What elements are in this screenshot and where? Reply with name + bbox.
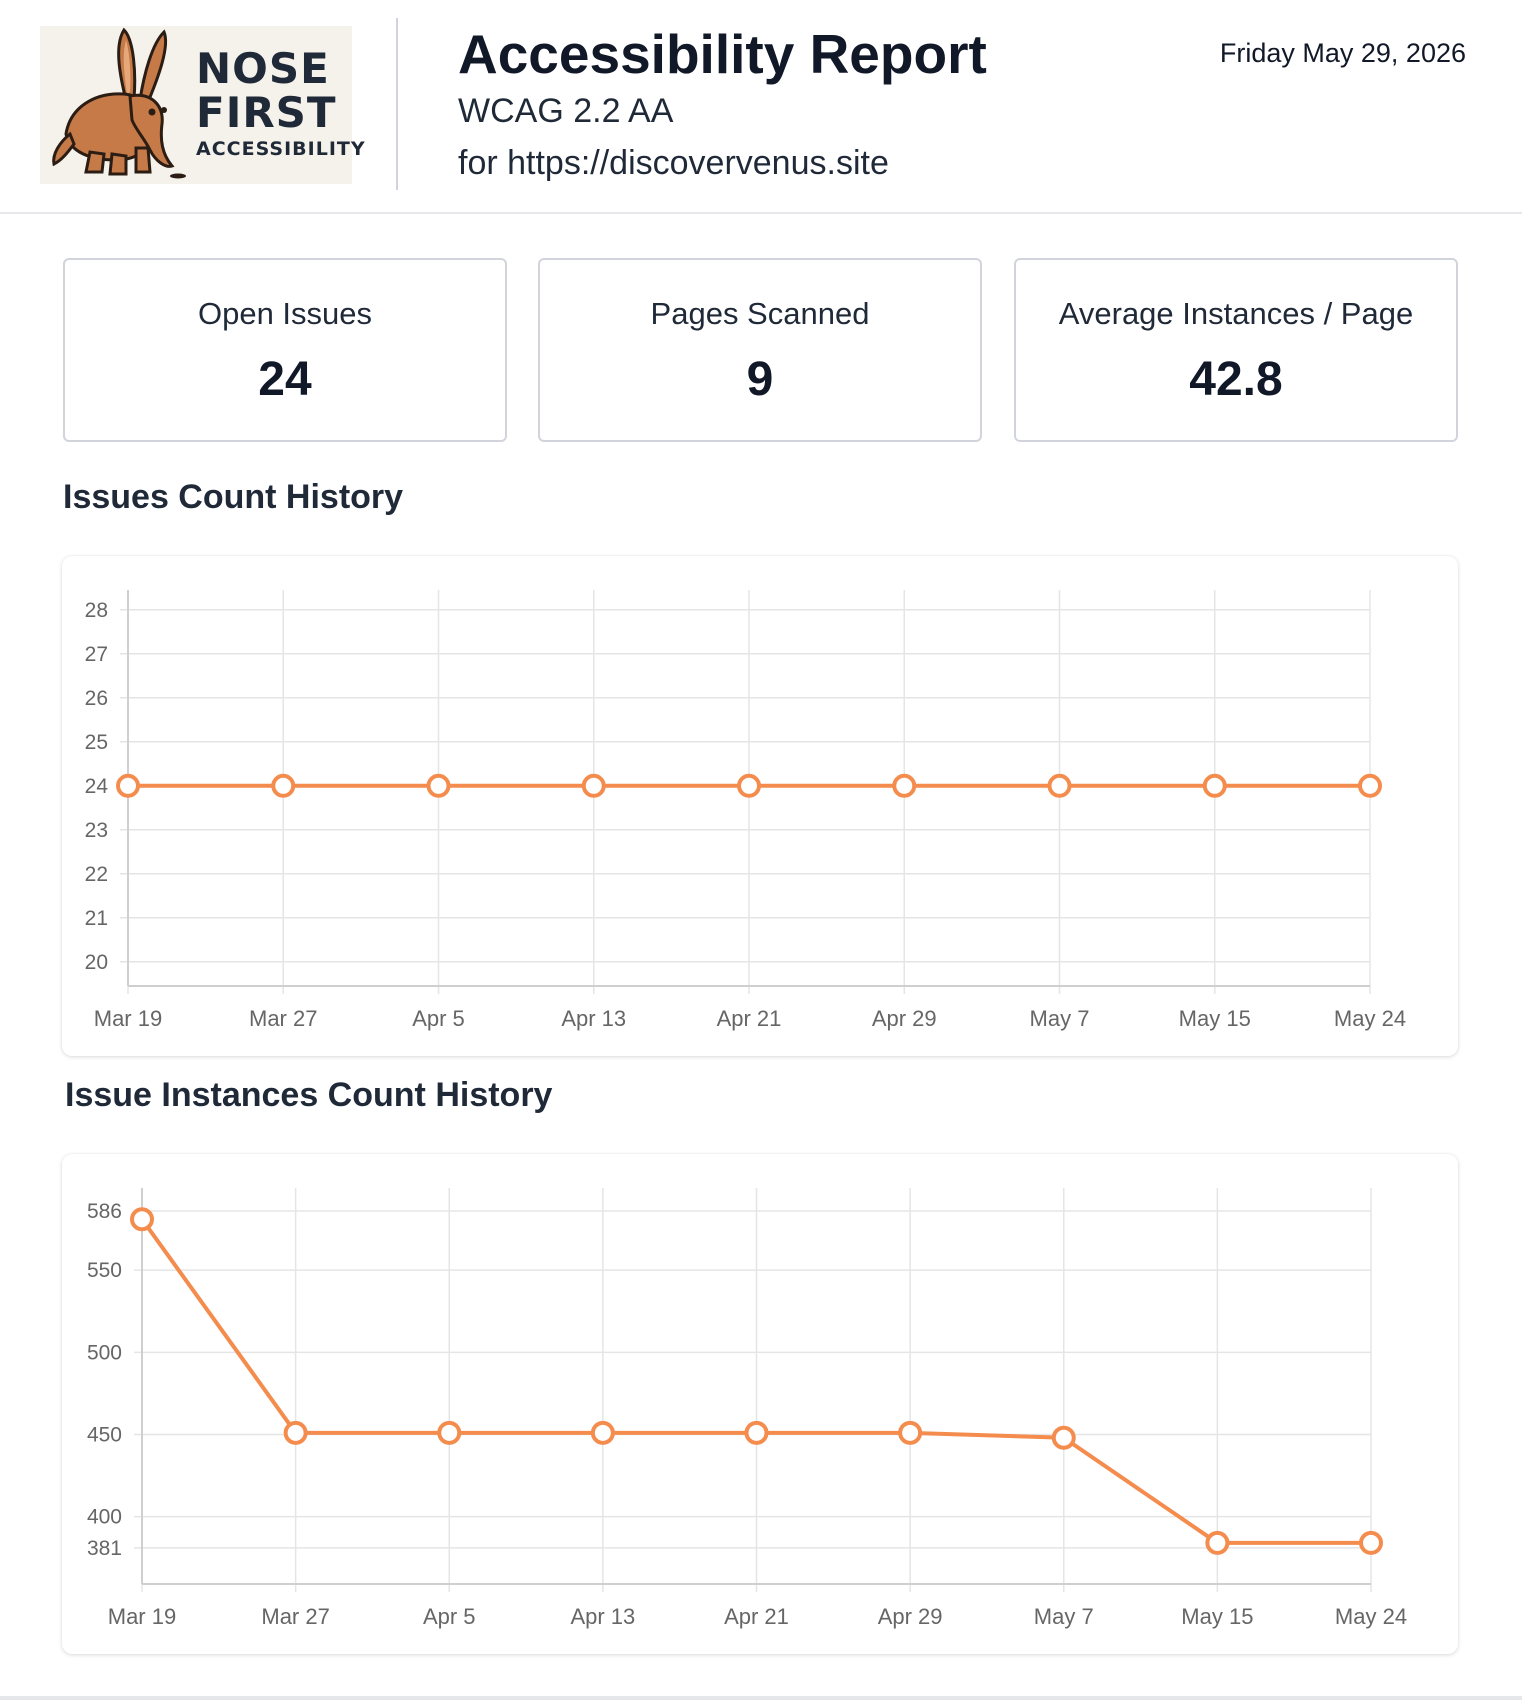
x-tick-label: Apr 21 xyxy=(724,1604,789,1629)
instances-chart-title: Issue Instances Count History xyxy=(65,1076,553,1114)
y-tick-label: 500 xyxy=(87,1341,122,1364)
issues-chart-card: Mar 19 Mar 27 Apr 5 Apr 13 Apr 21 Apr 29 May 7… xyxy=(62,556,1458,1056)
x-tick-label: Mar 19 xyxy=(94,1006,162,1031)
brand-line-3: ACCESSIBILITY xyxy=(196,138,366,160)
x-tick-label: Apr 13 xyxy=(570,1604,635,1629)
y-tick-label: 400 xyxy=(87,1506,122,1529)
x-tick-label: May 15 xyxy=(1179,1006,1251,1031)
data-point[interactable] xyxy=(271,773,296,798)
data-point[interactable] xyxy=(426,773,451,798)
issues-chart-title: Issues Count History xyxy=(63,478,404,516)
brand-logo: NOSE FIRST ACCESSIBILITY xyxy=(40,26,365,184)
y-tick-label: 25 xyxy=(85,731,108,754)
stat-card-average-instances: Average Instances / Page 42.8 xyxy=(1014,258,1458,442)
y-tick-label: 23 xyxy=(85,819,108,842)
data-point[interactable] xyxy=(892,773,917,798)
data-point[interactable] xyxy=(1358,773,1382,798)
data-point[interactable] xyxy=(744,1420,769,1445)
x-tick-label: Mar 27 xyxy=(261,1604,329,1629)
data-point[interactable] xyxy=(1205,1530,1230,1555)
y-tick-label: 28 xyxy=(85,599,108,622)
x-tick-label: Apr 21 xyxy=(717,1006,782,1031)
x-tick-label: May 15 xyxy=(1181,1604,1253,1629)
x-tick-label: May 7 xyxy=(1034,1604,1094,1629)
data-point[interactable] xyxy=(590,1420,615,1445)
x-tick-label: Apr 13 xyxy=(561,1006,626,1031)
data-point[interactable] xyxy=(898,1420,923,1445)
x-tick-label: Apr 29 xyxy=(878,1604,943,1629)
x-tick-label: Apr 29 xyxy=(872,1006,937,1031)
y-tick-label: 27 xyxy=(85,643,108,666)
header-divider xyxy=(396,18,398,190)
data-point[interactable] xyxy=(1047,773,1072,798)
page-bottom-rule xyxy=(0,1696,1522,1700)
y-tick-label: 550 xyxy=(87,1259,122,1282)
y-tick-label: 24 xyxy=(85,775,109,798)
stat-value: 9 xyxy=(746,353,774,406)
x-tick-label: May 7 xyxy=(1030,1006,1090,1031)
data-point[interactable] xyxy=(1202,773,1227,798)
data-point[interactable] xyxy=(1051,1425,1076,1450)
stat-card-open-issues: Open Issues 24 xyxy=(63,258,507,442)
brand-wordmark: NOSE FIRST ACCESSIBILITY xyxy=(196,48,366,159)
y-tick-label: 381 xyxy=(87,1537,122,1560)
y-tick-label: 21 xyxy=(85,907,108,930)
y-tick-label: 586 xyxy=(87,1200,122,1223)
data-point[interactable] xyxy=(1359,1530,1383,1555)
data-point[interactable] xyxy=(581,773,606,798)
site-url: for https://discovervenus.site xyxy=(458,144,889,182)
y-tick-label: 20 xyxy=(85,951,108,974)
x-tick-label: May 24 xyxy=(1334,1006,1406,1031)
report-date: Friday May 29, 2026 xyxy=(1219,38,1466,68)
stat-card-pages-scanned: Pages Scanned 9 xyxy=(538,258,982,442)
data-point[interactable] xyxy=(130,1207,154,1232)
issue-instances-chart: Mar 19 Mar 27 Apr 5 Apr 13 Apr 21 Apr 29 May 7… xyxy=(87,1188,1407,1629)
brand-line-1: NOSE xyxy=(196,44,330,93)
wcag-standard: WCAG 2.2 AA xyxy=(458,92,674,130)
x-tick-label: Mar 19 xyxy=(108,1604,176,1629)
stat-value: 42.8 xyxy=(1189,353,1283,406)
aardvark-mascot-icon xyxy=(52,27,186,179)
instances-chart-card: Mar 19 Mar 27 Apr 5 Apr 13 Apr 21 Apr 29 May 7… xyxy=(62,1154,1458,1654)
x-tick-label: Apr 5 xyxy=(412,1006,465,1031)
stat-value: 24 xyxy=(258,353,312,406)
data-point[interactable] xyxy=(437,1420,462,1445)
data-point[interactable] xyxy=(116,773,140,798)
y-tick-label: 450 xyxy=(87,1423,122,1446)
data-point[interactable] xyxy=(283,1420,308,1445)
stat-label: Average Instances / Page xyxy=(1058,296,1414,331)
x-tick-label: Apr 5 xyxy=(423,1604,476,1629)
stat-label: Pages Scanned xyxy=(650,296,870,331)
brand-line-2: FIRST xyxy=(196,88,337,137)
issues-count-chart: Mar 19 Mar 27 Apr 5 Apr 13 Apr 21 Apr 29 May 7… xyxy=(85,590,1406,1031)
page-title: Accessibility Report xyxy=(458,23,987,85)
y-tick-label: 22 xyxy=(85,863,108,886)
report-header: NOSE FIRST ACCESSIBILITY Accessibility R… xyxy=(0,0,1522,214)
stat-label: Open Issues xyxy=(197,296,373,331)
x-tick-label: May 24 xyxy=(1335,1604,1407,1629)
x-tick-label: Mar 27 xyxy=(249,1006,317,1031)
y-tick-label: 26 xyxy=(85,687,108,710)
data-point[interactable] xyxy=(737,773,761,798)
